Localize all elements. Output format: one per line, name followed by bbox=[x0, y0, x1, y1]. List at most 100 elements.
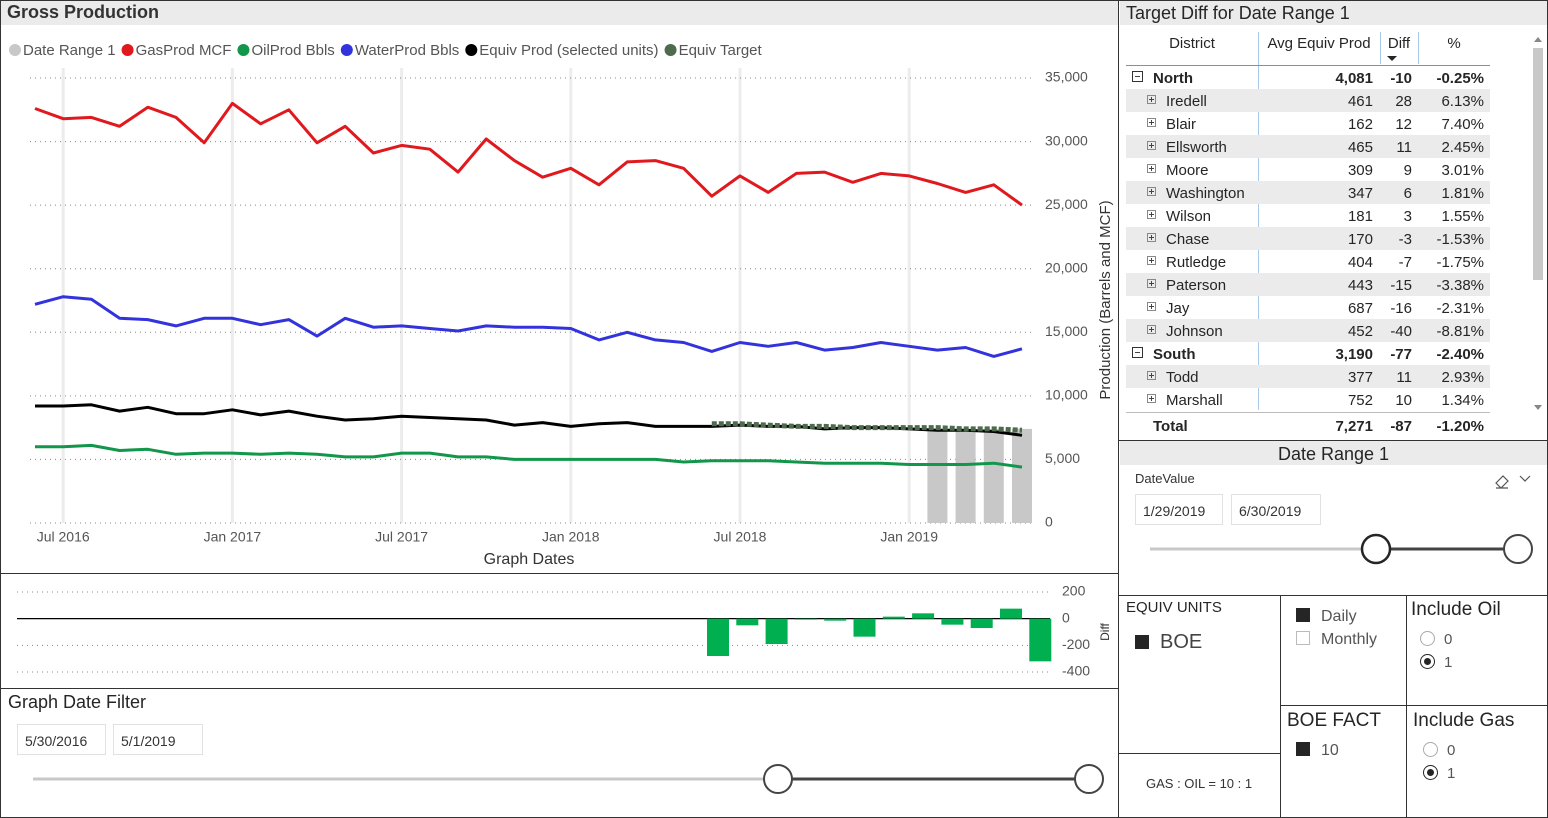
column-header[interactable]: Diff bbox=[1387, 35, 1411, 52]
cell: Ellsworth bbox=[1166, 139, 1227, 156]
column-header[interactable]: % bbox=[1447, 35, 1461, 52]
clear-icon[interactable] bbox=[1495, 475, 1509, 489]
bar bbox=[707, 618, 729, 657]
y-tick-label: 0 bbox=[1045, 514, 1053, 530]
y-tick-label: 15,000 bbox=[1045, 323, 1088, 339]
expand-icon[interactable] bbox=[1132, 71, 1143, 82]
row: Marshall 752 10 1.34% bbox=[1126, 388, 1490, 410]
bar bbox=[1029, 618, 1052, 662]
expand-icon[interactable] bbox=[1147, 371, 1156, 380]
scroll-thumb[interactable] bbox=[1533, 48, 1543, 280]
cell: -16 bbox=[1390, 300, 1412, 317]
sort-arrow[interactable] bbox=[1387, 56, 1397, 61]
y-tick-label: 35,000 bbox=[1045, 69, 1088, 85]
slicer-title: Graph Date Filter bbox=[8, 692, 147, 712]
option-label[interactable]: 1 bbox=[1444, 654, 1453, 671]
expand-icon[interactable] bbox=[1147, 141, 1156, 150]
cell: 687 bbox=[1347, 300, 1373, 317]
y-tick-label: 25,000 bbox=[1045, 196, 1088, 212]
radio[interactable] bbox=[1423, 765, 1438, 780]
cell: 309 bbox=[1347, 162, 1373, 179]
slider-handle[interactable] bbox=[1503, 534, 1533, 564]
cell: 7.40% bbox=[1441, 116, 1484, 133]
scroll-up[interactable] bbox=[1534, 37, 1542, 42]
cell: 3 bbox=[1403, 208, 1412, 225]
row: Johnson 452 -40 -8.81% bbox=[1126, 319, 1490, 342]
date-input[interactable]: 5/1/2019 bbox=[113, 724, 203, 755]
row: Blair 162 12 7.40% bbox=[1126, 112, 1490, 135]
option-label[interactable]: Monthly bbox=[1321, 631, 1378, 648]
expand-icon[interactable] bbox=[1147, 210, 1156, 219]
cell: -15 bbox=[1390, 277, 1412, 294]
row: Jay 687 -16 -2.31% bbox=[1126, 296, 1490, 319]
date-input[interactable]: 6/30/2019 bbox=[1231, 494, 1321, 525]
bar bbox=[955, 428, 976, 523]
slicer-title: Include Gas bbox=[1413, 710, 1515, 731]
cell: 9 bbox=[1403, 162, 1412, 179]
y-tick-label: 200 bbox=[1062, 583, 1086, 599]
date-input[interactable]: 5/30/2016 bbox=[17, 724, 106, 755]
expand-icon[interactable] bbox=[1147, 233, 1156, 242]
cell: -77 bbox=[1390, 346, 1412, 363]
legend-label: OilProd Bbls bbox=[251, 42, 334, 59]
expand-icon[interactable] bbox=[1147, 164, 1156, 173]
cell: Iredell bbox=[1166, 93, 1207, 110]
expand-icon[interactable] bbox=[1147, 95, 1156, 104]
checkbox[interactable] bbox=[1296, 608, 1310, 622]
cell: Todd bbox=[1166, 369, 1199, 386]
dropdown-icon[interactable] bbox=[1519, 475, 1531, 482]
cell: Johnson bbox=[1166, 323, 1223, 340]
cell: 377 bbox=[1347, 369, 1373, 386]
expand-icon[interactable] bbox=[1147, 256, 1156, 265]
bar bbox=[912, 613, 935, 619]
slider-handle[interactable] bbox=[763, 764, 793, 794]
option-label[interactable]: 0 bbox=[1444, 631, 1453, 648]
cell: 461 bbox=[1347, 93, 1373, 110]
legend-marker bbox=[237, 44, 250, 56]
chart-title: Gross Production bbox=[7, 2, 159, 22]
x-tick-label: Jan 2018 bbox=[542, 529, 600, 545]
column-header[interactable]: Avg Equiv Prod bbox=[1267, 35, 1371, 52]
option-label[interactable]: BOE bbox=[1160, 631, 1203, 653]
cell: -1.75% bbox=[1436, 254, 1484, 271]
option-label[interactable]: 10 bbox=[1321, 742, 1339, 759]
option-label[interactable]: Daily bbox=[1321, 608, 1357, 625]
bar bbox=[853, 618, 876, 637]
radio[interactable] bbox=[1420, 631, 1435, 646]
table-body: North 4,081 -10 -0.25% Iredell 461 28 6.13% Blai… bbox=[1126, 66, 1490, 410]
option-label[interactable]: 1 bbox=[1447, 765, 1456, 782]
slider-handle[interactable] bbox=[1074, 764, 1104, 794]
slider-handle[interactable] bbox=[1360, 533, 1392, 565]
scroll-down[interactable] bbox=[1534, 405, 1542, 410]
row: Rutledge 404 -7 -1.75% bbox=[1126, 250, 1490, 273]
bar bbox=[794, 618, 817, 620]
title-bar bbox=[1, 1, 1118, 25]
option-label[interactable]: 0 bbox=[1447, 742, 1456, 759]
checkbox[interactable] bbox=[1296, 742, 1310, 756]
cell: 1.34% bbox=[1441, 392, 1484, 409]
y-tick-label: -200 bbox=[1062, 636, 1090, 652]
expand-icon[interactable] bbox=[1147, 279, 1156, 288]
radio[interactable] bbox=[1423, 742, 1438, 757]
legend-label: Date Range 1 bbox=[23, 42, 116, 59]
y-axis-title: Diff bbox=[1098, 622, 1112, 640]
date-input[interactable]: 1/29/2019 bbox=[1135, 494, 1223, 525]
expand-icon[interactable] bbox=[1147, 187, 1156, 196]
column-header[interactable]: District bbox=[1169, 35, 1215, 52]
cell: -8.81% bbox=[1436, 323, 1484, 340]
cell: Total bbox=[1153, 418, 1188, 435]
expand-icon[interactable] bbox=[1147, 118, 1156, 127]
checkbox[interactable] bbox=[1135, 635, 1149, 649]
expand-icon[interactable] bbox=[1132, 347, 1143, 358]
y-tick-label: 20,000 bbox=[1045, 259, 1088, 275]
expand-icon[interactable] bbox=[1147, 394, 1156, 403]
expand-icon[interactable] bbox=[1147, 325, 1156, 334]
checkbox[interactable] bbox=[1296, 631, 1310, 645]
row: Ellsworth 465 11 2.45% bbox=[1126, 135, 1490, 158]
cell: -7 bbox=[1398, 254, 1412, 271]
radio[interactable] bbox=[1420, 654, 1435, 669]
expand-icon[interactable] bbox=[1147, 302, 1156, 311]
row: Paterson 443 -15 -3.38% bbox=[1126, 273, 1490, 296]
